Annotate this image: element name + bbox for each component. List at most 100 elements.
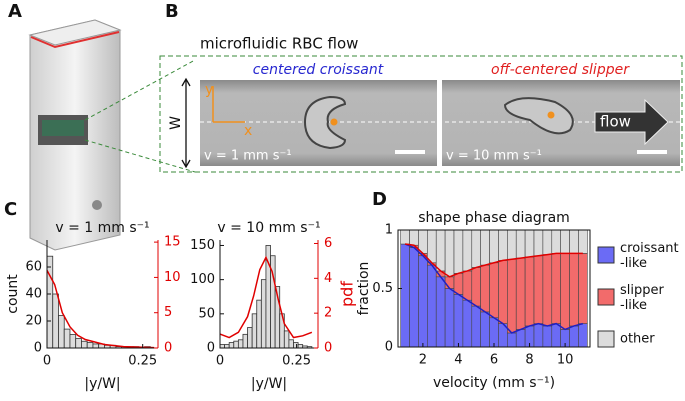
bar-segment	[453, 272, 464, 295]
bar	[297, 344, 304, 349]
bar-segment	[551, 323, 561, 348]
bar	[256, 299, 262, 349]
y-tick-label: 0	[34, 341, 42, 356]
y-tick-label: 150	[190, 238, 215, 253]
bar	[251, 313, 258, 349]
y-tick-label: 1	[385, 223, 393, 238]
y-tick-label: 0.5	[372, 281, 393, 296]
bar-segment	[489, 262, 499, 319]
width-arrow	[181, 77, 191, 169]
y2-tick-label: 0	[324, 341, 332, 356]
x-tick-label: 10	[557, 353, 574, 368]
bar	[219, 344, 225, 349]
panel-label: C	[4, 199, 17, 220]
bar-segment	[489, 317, 499, 348]
y2-axis-label: pdf	[338, 281, 357, 307]
cell	[303, 95, 347, 150]
x-tick-label: 0.25	[128, 354, 157, 369]
pdf-line	[219, 255, 313, 339]
zoom-box	[159, 55, 683, 173]
bar	[242, 333, 248, 349]
x-tick-label: 4	[454, 353, 462, 368]
axis-label: x	[244, 123, 252, 139]
image-label: off-centered slipper	[491, 62, 630, 78]
bar-segment	[542, 229, 553, 255]
bar-segment	[480, 229, 490, 266]
bar-segment	[524, 256, 535, 327]
panel-label: D	[372, 189, 387, 210]
x-axis-label: |y/W|	[251, 376, 287, 392]
y-tick-label: 20	[25, 314, 42, 329]
boundary-line	[404, 243, 584, 334]
x-tick-label: 0.25	[282, 354, 311, 369]
bar-segment	[498, 229, 508, 261]
bar	[224, 344, 230, 349]
width-label: W	[168, 116, 184, 130]
y-tick-label: 50	[198, 306, 215, 321]
bar-segment	[409, 247, 419, 348]
bar-segment	[462, 270, 473, 301]
bar-segment	[515, 229, 526, 259]
flow-arrow	[594, 98, 669, 146]
bar	[293, 342, 299, 349]
bar	[228, 342, 235, 349]
bar-segment	[569, 253, 579, 327]
bar	[237, 339, 244, 349]
bar	[283, 330, 290, 349]
y2-tick-label: 4	[324, 271, 332, 286]
bar-segment	[551, 253, 561, 324]
image-label: centered croissant	[253, 62, 384, 78]
legend-label: croissant -like	[620, 241, 679, 271]
panel-title: microfluidic RBC flow	[200, 35, 358, 53]
y-axis-label: count	[5, 274, 21, 314]
bar-segment	[462, 299, 473, 348]
panel-label: A	[8, 1, 22, 22]
centroid	[330, 118, 338, 126]
legend-swatch	[597, 330, 615, 348]
chart-title: shape phase diagram	[418, 210, 570, 226]
bar	[86, 342, 94, 349]
bar-segment	[533, 229, 544, 257]
bar-segment	[480, 311, 490, 348]
bar-segment	[489, 229, 499, 264]
bar-segment	[507, 332, 517, 348]
x-axis-label: velocity (mm s⁻¹)	[433, 375, 555, 391]
bar-segment	[578, 229, 588, 254]
bar-segment	[435, 276, 446, 348]
legend-label: slipper -like	[620, 283, 664, 313]
bar	[92, 343, 100, 349]
bar-segment	[444, 229, 455, 278]
bar	[260, 279, 267, 349]
bar-segment	[400, 243, 410, 348]
bar	[247, 327, 253, 349]
chart-title: v = 1 mm s⁻¹	[55, 220, 149, 236]
x-axis-label: |y/W|	[84, 376, 120, 392]
bar-segment	[578, 323, 588, 348]
y2-tick-label: 10	[164, 270, 181, 285]
bar-segment	[498, 260, 508, 324]
bar-segment	[409, 229, 419, 246]
bar-segment	[569, 325, 579, 348]
chart-title: v = 10 mm s⁻¹	[217, 220, 320, 236]
bar-segment	[471, 229, 481, 268]
panel-label: B	[165, 1, 179, 22]
bar-segment	[453, 294, 464, 348]
bar-segment	[418, 255, 428, 348]
y-axis-label: fraction	[356, 262, 372, 316]
bar-segment	[533, 255, 544, 324]
bar-segment	[542, 254, 553, 327]
bar-segment	[560, 229, 570, 254]
bar-segment	[542, 325, 553, 348]
bar-segment	[515, 257, 526, 330]
y-tick-label: 60	[25, 260, 42, 275]
y-tick-label: 100	[190, 272, 215, 287]
bar-segment	[533, 323, 544, 348]
y-tick-label: 40	[25, 287, 42, 302]
y2-tick-label: 5	[164, 305, 172, 320]
y-tick-label: 0	[385, 340, 393, 355]
bar-segment	[453, 229, 464, 274]
bar-segment	[471, 305, 481, 348]
legend-swatch	[597, 288, 615, 306]
bar	[46, 255, 54, 349]
